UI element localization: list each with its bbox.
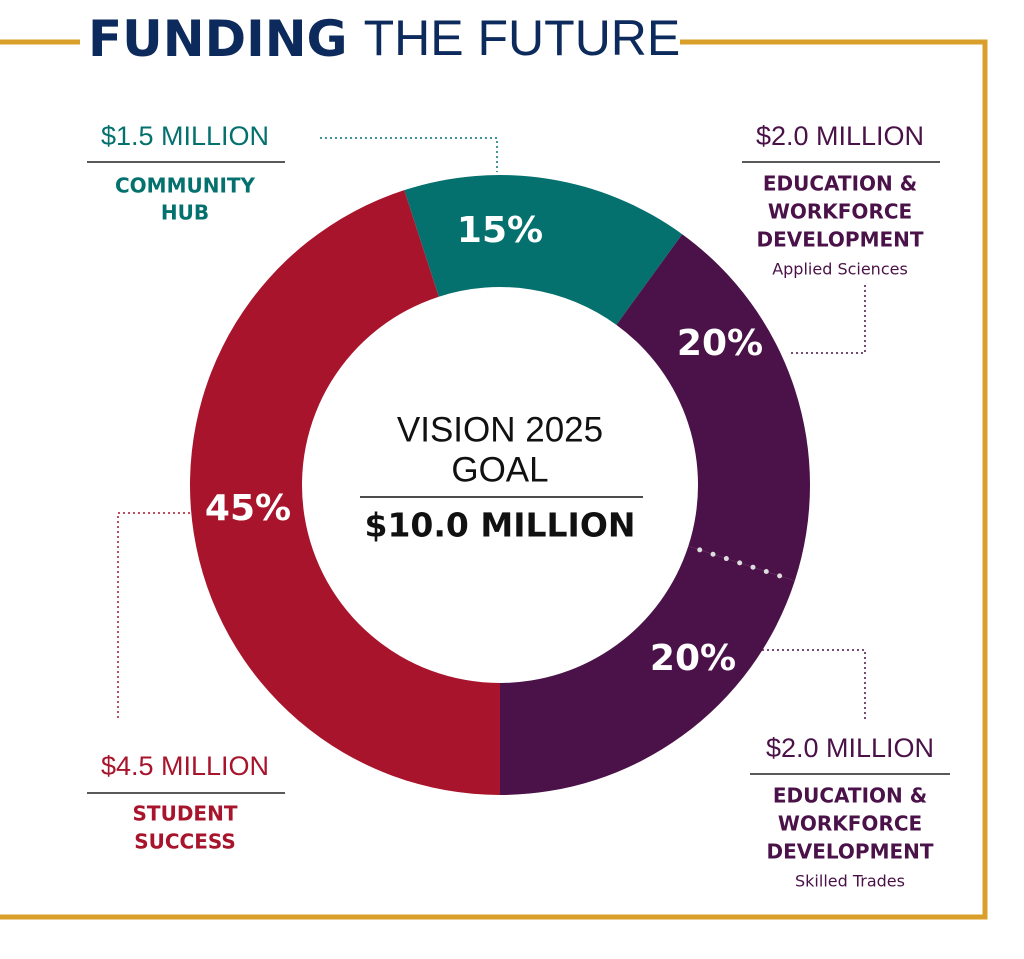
value-label: 20% xyxy=(677,323,763,364)
title-light: THE FUTURE xyxy=(364,10,681,66)
annotation-note: Skilled Trades xyxy=(795,872,905,891)
value-label: 15% xyxy=(457,210,543,251)
annotation-label: DEVELOPMENT xyxy=(756,228,923,252)
annotation-label: STUDENT xyxy=(133,802,238,826)
donut-segment xyxy=(616,234,810,581)
annotation-amount: $2.0 MILLION xyxy=(756,121,924,151)
annotation-amount: $2.0 MILLION xyxy=(766,733,934,763)
annotation-label: WORKFORCE xyxy=(778,812,922,836)
value-label: 45% xyxy=(205,488,291,529)
donut-segment xyxy=(404,174,683,325)
frame xyxy=(0,39,988,920)
annotation-note: Applied Sciences xyxy=(772,260,908,279)
annotation-label: HUB xyxy=(161,201,209,225)
center-text: GOAL xyxy=(451,450,548,489)
annotation-label: COMMUNITY xyxy=(115,174,256,198)
annotation-label: DEVELOPMENT xyxy=(766,840,933,864)
value-label: 20% xyxy=(650,638,736,679)
annotation-label: WORKFORCE xyxy=(768,200,912,224)
donut-segment xyxy=(500,546,795,795)
connector xyxy=(117,512,190,720)
donut-segment xyxy=(190,190,501,795)
annotation-label: EDUCATION & xyxy=(763,172,917,196)
annotation-label: EDUCATION & xyxy=(773,784,927,808)
annotation-amount: $4.5 MILLION xyxy=(101,751,269,781)
connector xyxy=(320,137,498,172)
connector xyxy=(762,649,866,720)
title-bold: FUNDING xyxy=(88,10,348,68)
center-total: $10.0 MILLION xyxy=(365,506,636,545)
annotation-label: SUCCESS xyxy=(134,830,236,854)
donut xyxy=(190,174,810,795)
chart-title: FUNDING THE FUTURE xyxy=(88,10,680,68)
annotation-amount: $1.5 MILLION xyxy=(101,121,269,151)
segment-separator xyxy=(697,547,786,580)
center-text: VISION 2025 xyxy=(397,410,603,449)
connector xyxy=(790,285,866,354)
